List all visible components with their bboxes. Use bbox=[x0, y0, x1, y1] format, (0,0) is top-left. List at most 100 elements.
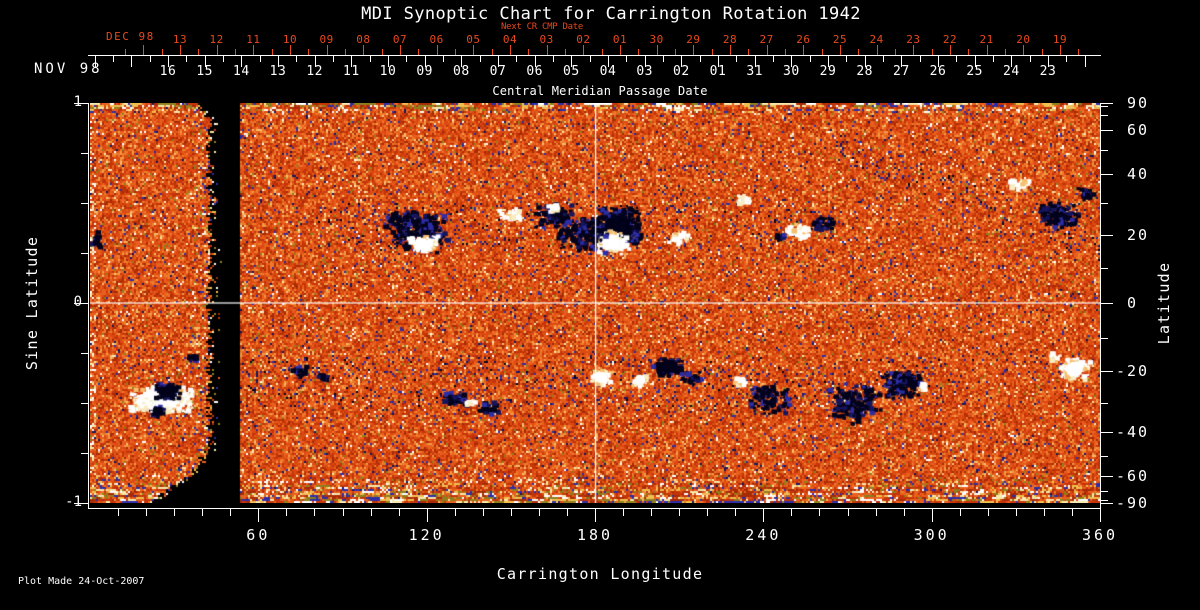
top-axis-white-day-label: 24 bbox=[1003, 64, 1020, 79]
top-axis-white-day-label: 31 bbox=[746, 64, 763, 79]
left-axis-minor-tick bbox=[81, 253, 88, 254]
top-axis-white-minor-tick bbox=[406, 56, 408, 62]
bottom-axis-minor-tick bbox=[1043, 509, 1045, 516]
top-axis-white-major-tick bbox=[278, 56, 279, 67]
top-axis-white-minor-tick bbox=[663, 56, 664, 62]
bottom-axis-minor-tick bbox=[398, 509, 400, 516]
top-axis-red-major-tick bbox=[253, 45, 255, 55]
top-axis-red-major-tick bbox=[876, 45, 878, 55]
top-axis-red-major-tick bbox=[216, 45, 218, 55]
bottom-axis-minor-tick bbox=[735, 509, 737, 516]
top-axis-white-day-label: 06 bbox=[526, 64, 543, 79]
top-axis-red-major-tick bbox=[546, 45, 548, 55]
top-axis-white-day-label: 09 bbox=[416, 64, 433, 79]
bottom-axis-minor-tick bbox=[202, 509, 204, 516]
left-axis-major-tick bbox=[74, 303, 88, 304]
top-axis-red-minor-tick bbox=[895, 49, 896, 55]
top-axis-white-major-tick bbox=[314, 56, 316, 67]
bottom-axis-line bbox=[88, 508, 1101, 509]
top-axis-white-minor-tick bbox=[1029, 56, 1031, 62]
bottom-axis-tick-label: 180 bbox=[576, 526, 614, 544]
bottom-axis-minor-tick bbox=[707, 509, 709, 516]
carrington-longitude-axis-title: Carrington Longitude bbox=[496, 565, 704, 583]
top-axis-red-minor-tick bbox=[308, 49, 310, 55]
bottom-axis-minor-tick bbox=[342, 509, 344, 516]
top-axis-white-minor-tick bbox=[516, 56, 518, 62]
top-axis-red-major-tick bbox=[179, 45, 181, 55]
right-axis-minor-tick bbox=[1101, 268, 1108, 270]
top-axis-white-day-label: 16 bbox=[159, 64, 177, 79]
top-axis-red-major-tick bbox=[436, 45, 438, 55]
top-axis-white-day-label: 13 bbox=[269, 64, 287, 79]
right-axis-major-tick bbox=[1101, 174, 1113, 176]
top-axis-white-major-tick bbox=[131, 56, 133, 67]
top-axis-white-major-tick bbox=[1011, 56, 1013, 67]
bottom-axis-minor-tick bbox=[314, 509, 316, 516]
right-axis-tick-label: 60 bbox=[1116, 120, 1150, 139]
top-axis-red-major-tick bbox=[840, 45, 841, 55]
top-axis-red-minor-tick bbox=[638, 49, 640, 55]
top-axis-red-day-label: 20 bbox=[1016, 33, 1031, 46]
top-axis-red-major-tick bbox=[620, 45, 621, 55]
top-axis-white-minor-tick bbox=[773, 56, 774, 62]
right-axis-major-tick bbox=[1101, 503, 1113, 504]
bottom-axis-minor-tick bbox=[146, 509, 148, 516]
dec-98-month-label: DEC 98 bbox=[106, 30, 155, 43]
chart-title: MDI Synoptic Chart for Carrington Rotati… bbox=[361, 4, 861, 24]
top-axis-white-day-label: 14 bbox=[233, 64, 250, 79]
right-axis-major-tick bbox=[1101, 476, 1113, 478]
top-axis-red-minor-tick bbox=[1078, 49, 1080, 55]
left-axis-major-tick bbox=[74, 103, 88, 104]
left-axis-minor-tick bbox=[81, 453, 88, 454]
top-axis-red-minor-tick bbox=[345, 49, 346, 55]
top-axis-red-major-tick bbox=[803, 45, 805, 55]
bottom-axis-minor-tick bbox=[566, 509, 568, 516]
bottom-axis-minor-tick bbox=[679, 509, 681, 516]
top-axis-red-day-label: 12 bbox=[209, 33, 224, 46]
right-axis-major-tick bbox=[1101, 103, 1113, 104]
right-axis-minor-tick bbox=[1101, 499, 1108, 501]
top-axis-line bbox=[88, 55, 1101, 56]
top-axis-red-major-tick bbox=[950, 45, 951, 55]
right-axis-tick-label: -90 bbox=[1116, 494, 1150, 512]
top-axis-red-minor-tick bbox=[968, 49, 970, 55]
top-axis-white-day-label: 26 bbox=[929, 64, 947, 79]
top-axis-red-day-label: 24 bbox=[869, 33, 884, 46]
top-axis-red-minor-tick bbox=[491, 49, 493, 55]
top-axis-white-minor-tick bbox=[479, 56, 481, 62]
top-axis-white-day-label: 28 bbox=[856, 64, 873, 79]
top-axis-white-day-label: 29 bbox=[819, 64, 837, 79]
left-axis-minor-tick bbox=[81, 353, 88, 354]
top-axis-red-minor-tick bbox=[528, 49, 530, 55]
top-axis-red-day-label: 28 bbox=[722, 33, 738, 46]
top-axis-white-major-tick bbox=[644, 56, 646, 67]
bottom-axis-minor-tick bbox=[819, 509, 821, 516]
top-axis-white-major-tick bbox=[1084, 56, 1086, 67]
top-axis-red-major-tick bbox=[986, 45, 988, 55]
top-axis-white-major-tick bbox=[974, 56, 976, 67]
bottom-axis-minor-tick bbox=[510, 509, 512, 516]
top-axis-red-day-label: 07 bbox=[392, 33, 408, 46]
top-axis-white-major-tick bbox=[461, 56, 463, 67]
right-axis-minor-tick bbox=[1101, 149, 1108, 151]
bottom-axis-minor-tick bbox=[538, 509, 540, 516]
top-axis-red-major-tick bbox=[510, 45, 511, 55]
bottom-axis-major-tick bbox=[426, 509, 428, 522]
top-axis-red-minor-tick bbox=[675, 49, 676, 55]
top-axis-white-day-label: 25 bbox=[966, 64, 983, 79]
bottom-axis-minor-tick bbox=[174, 509, 176, 516]
top-axis-red-day-label: 11 bbox=[246, 33, 261, 46]
top-axis-red-day-label: 19 bbox=[1052, 33, 1068, 46]
top-axis-white-day-label: 03 bbox=[636, 64, 653, 79]
bottom-axis-minor-tick bbox=[651, 509, 653, 516]
bottom-axis-minor-tick bbox=[286, 509, 288, 516]
top-axis-red-major-tick bbox=[143, 45, 145, 55]
bottom-axis-minor-tick bbox=[1071, 509, 1073, 516]
bottom-axis-minor-tick bbox=[482, 509, 484, 516]
top-axis-white-day-label: 15 bbox=[196, 64, 213, 79]
top-axis-white-major-tick bbox=[754, 56, 756, 67]
top-axis-red-day-label: 30 bbox=[649, 33, 664, 46]
right-axis-tick-label: -40 bbox=[1116, 422, 1150, 441]
top-axis-white-day-label: 04 bbox=[599, 64, 617, 79]
top-axis-white-minor-tick bbox=[553, 56, 554, 62]
